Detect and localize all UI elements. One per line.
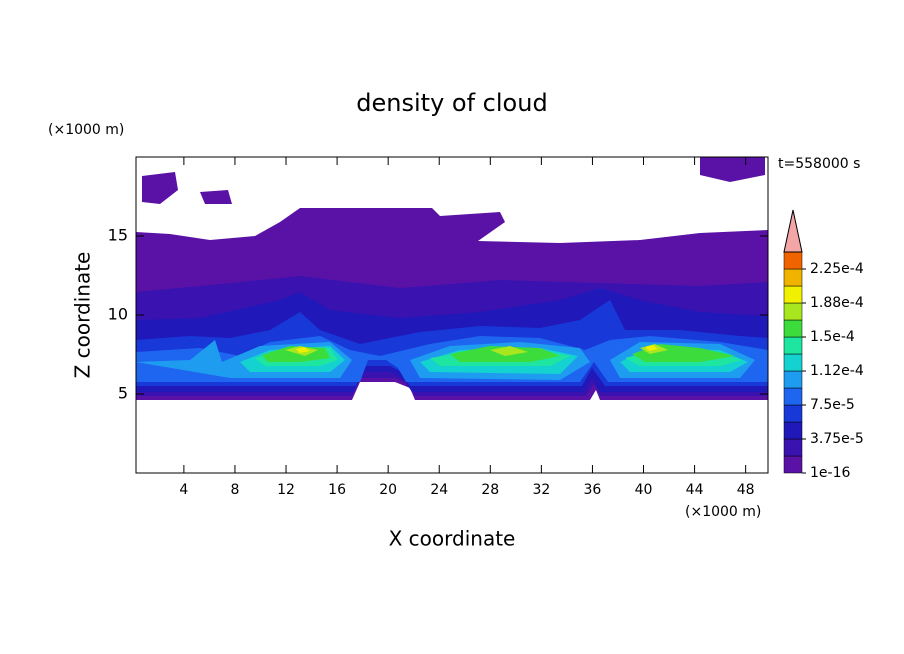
x-tick-label: 32 (532, 482, 550, 498)
colorbar-band (783, 319, 803, 338)
y-tick-label: 5 (118, 384, 128, 403)
contour-region (700, 157, 765, 182)
x-tick-label: 4 (179, 482, 188, 498)
colorbar-band (783, 302, 803, 321)
contour-region (200, 190, 232, 204)
colorbar-band (783, 438, 803, 457)
colorbar-band (783, 421, 803, 440)
colorbar-band (783, 353, 803, 372)
colorbar-label: 1e-16 (810, 465, 850, 481)
colorbar-label: 1.88e-4 (810, 295, 864, 311)
y-tick-label: 10 (108, 305, 128, 324)
x-tick-label: 40 (635, 482, 653, 498)
x-tick-label: 36 (584, 482, 602, 498)
colorbar-band (783, 455, 803, 474)
colorbar-band (783, 404, 803, 423)
colorbar-band (783, 387, 803, 406)
colorbar-band (783, 370, 803, 389)
colorbar-band (783, 268, 803, 287)
contour-field (136, 157, 768, 400)
colorbar-label: 1.12e-4 (810, 363, 864, 379)
x-tick-label: 8 (230, 482, 239, 498)
colorbar-label: 7.5e-5 (810, 397, 855, 413)
x-tick-label: 12 (277, 482, 295, 498)
x-tick-label: 20 (379, 482, 397, 498)
colorbar-label: 2.25e-4 (810, 261, 864, 277)
contour-region (142, 172, 178, 204)
colorbar-extension (783, 209, 803, 253)
x-tick-label: 28 (481, 482, 499, 498)
x-tick-label: 48 (737, 482, 755, 498)
y-unit: (×1000 m) (48, 122, 124, 138)
colorbar-label: 1.5e-4 (810, 329, 855, 345)
x-axis-label: X coordinate (389, 527, 516, 551)
x-tick-label: 44 (686, 482, 704, 498)
x-tick-label: 16 (328, 482, 346, 498)
colorbar-band (783, 251, 803, 270)
colorbar-band (783, 336, 803, 355)
colorbar-label: 3.75e-5 (810, 431, 864, 447)
colorbar-band (783, 285, 803, 304)
x-tick-label: 24 (430, 482, 448, 498)
x-unit: (×1000 m) (685, 504, 761, 520)
time-label: t=558000 s (778, 156, 860, 172)
y-tick-label: 15 (108, 226, 128, 245)
y-axis-label: Z coordinate (71, 252, 95, 379)
chart-title: density of cloud (356, 89, 547, 117)
